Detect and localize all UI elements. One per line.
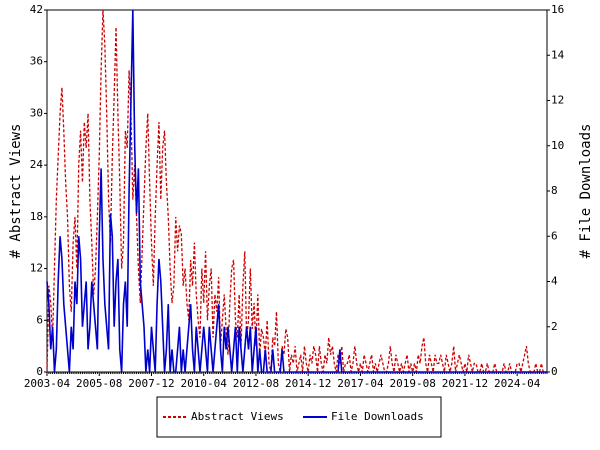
y2-axis-label: # File Downloads: [578, 124, 594, 259]
y-tick-label: 24: [30, 158, 44, 171]
plot-frame: [46, 9, 548, 373]
x-tick-label: 2003-04: [24, 377, 71, 390]
x-tick-label: 2014-12: [285, 377, 331, 390]
y2-tick-label: 8: [551, 184, 558, 197]
y2-tick-label: 16: [551, 3, 564, 16]
x-tick-label: 2010-04: [181, 377, 228, 390]
y-tick-label: 0: [36, 365, 43, 378]
y2-tick-label: 10: [551, 139, 564, 152]
y2-tick-label: 6: [551, 229, 558, 242]
y2-tick-label: 0: [551, 365, 558, 378]
y2-tick-label: 12: [551, 94, 564, 107]
x-tick-label: 2012-08: [233, 377, 279, 390]
legend-box: [156, 396, 442, 438]
x-tick-label: 2017-04: [337, 377, 384, 390]
x-tick-label: 2005-08: [76, 377, 122, 390]
y2-tick-label: 4: [551, 275, 558, 288]
y-tick-label: 12: [30, 262, 43, 275]
y2-tick-label: 2: [551, 320, 558, 333]
legend-label: Abstract Views: [191, 410, 284, 423]
series-line: [46, 9, 547, 373]
y-tick-label: 6: [36, 313, 43, 326]
legend-label: File Downloads: [331, 410, 424, 423]
y-tick-label: 42: [30, 3, 43, 16]
x-tick-label: 2024-04: [494, 377, 541, 390]
series-line: [46, 9, 547, 373]
x-tick-label: 2019-08: [389, 377, 435, 390]
y-tick-label: 36: [30, 55, 43, 68]
x-tick-label: 2021-12: [442, 377, 488, 390]
y-tick-label: 30: [30, 106, 43, 119]
x-tick-label: 2007-12: [128, 377, 174, 390]
y-tick-label: 18: [30, 210, 43, 223]
y-axis-label: # Abstract Views: [8, 124, 24, 259]
y2-tick-label: 14: [551, 48, 565, 61]
